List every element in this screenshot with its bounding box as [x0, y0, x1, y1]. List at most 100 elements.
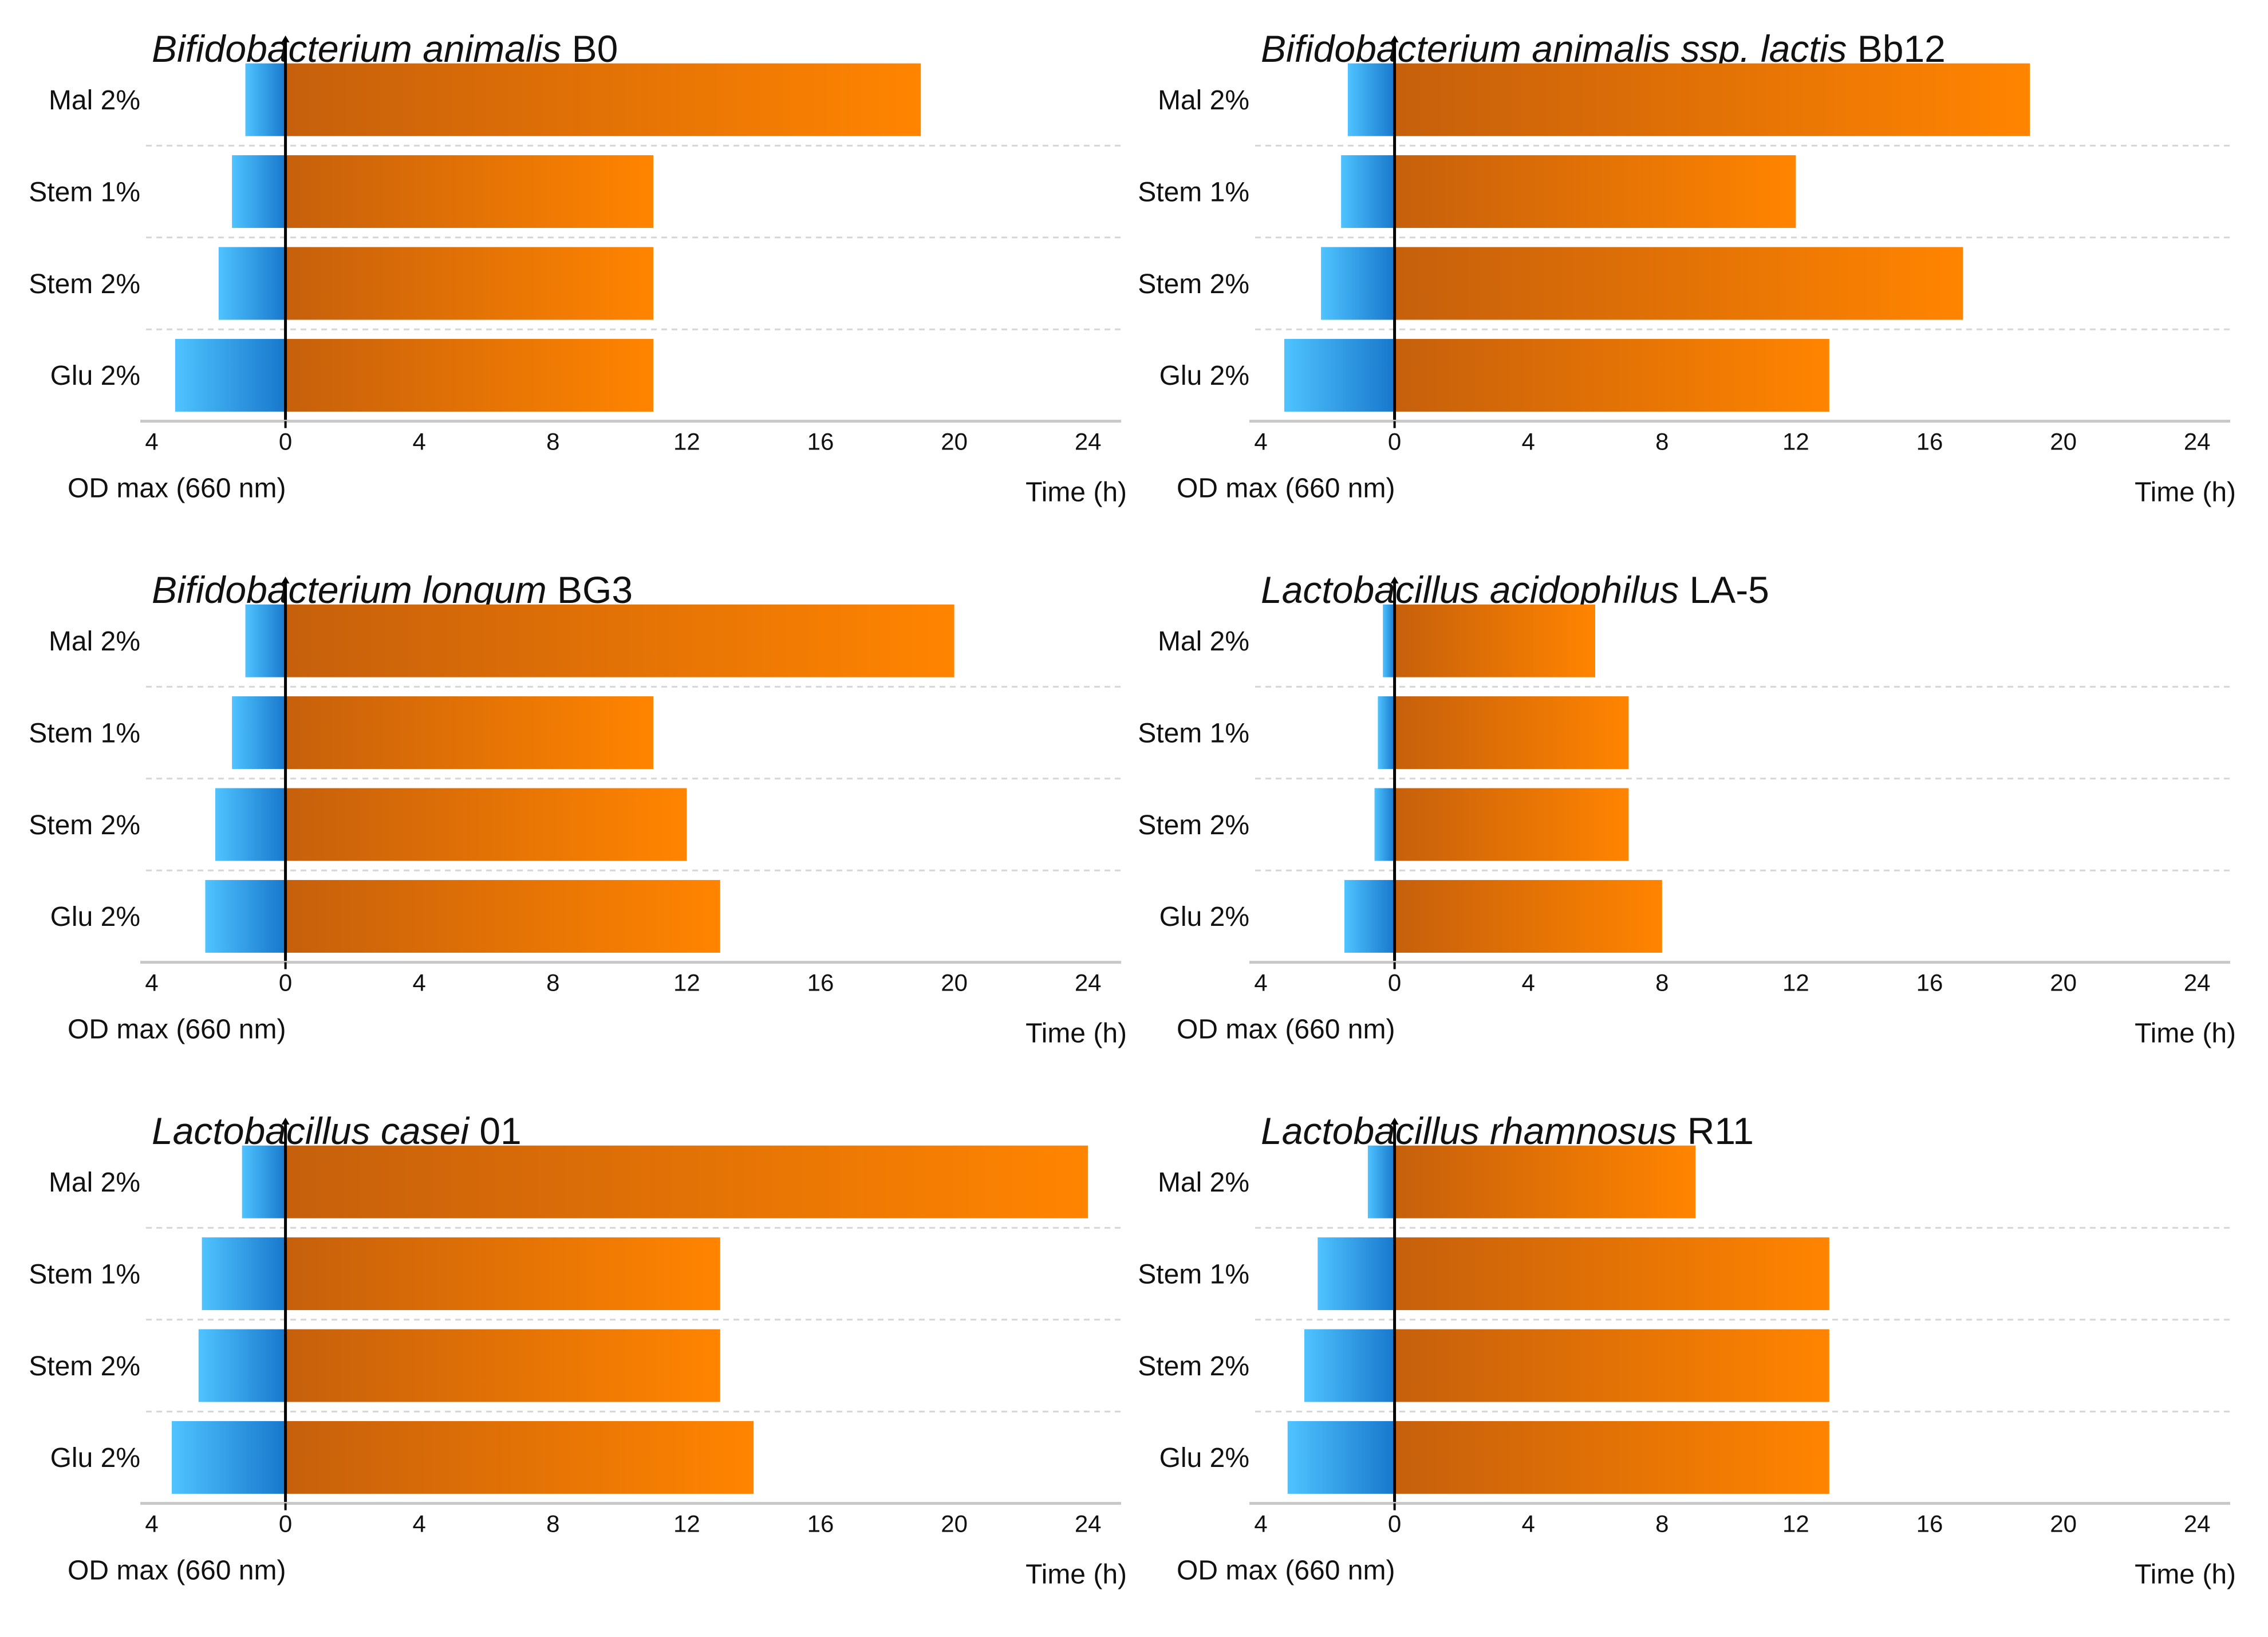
- time-bar: [1394, 879, 1662, 953]
- time-bar: [285, 696, 654, 770]
- od-bar: [1383, 604, 1395, 677]
- od-bar: [232, 696, 286, 770]
- x-tick-label: 16: [807, 969, 834, 996]
- x-tick-label: 4: [145, 1510, 158, 1537]
- category-label: Mal 2%: [1158, 626, 1249, 657]
- x-tick-label: 8: [1655, 428, 1669, 455]
- chart-title: Bifidobacterium longum BG3: [152, 569, 633, 611]
- x-tick-label: 20: [941, 969, 968, 996]
- x-tick-label: 12: [673, 969, 700, 996]
- chart-title: Bifidobacterium animalis ssp. lactis Bb1…: [1261, 27, 1946, 70]
- x-tick-label: 24: [2184, 969, 2211, 996]
- od-bar: [245, 604, 286, 677]
- x-tick-label: 20: [941, 1510, 968, 1537]
- x-tick-label: 0: [279, 428, 292, 455]
- x-tick-label: 16: [1916, 969, 1943, 996]
- x-tick-label: 4: [145, 969, 158, 996]
- x-tick-label: 24: [1075, 428, 1102, 455]
- chart-title-strain: Bb12: [1847, 27, 1945, 70]
- x-tick-label: 24: [2184, 428, 2211, 455]
- chart-title-species: Lactobacillus rhamnosus: [1261, 1110, 1677, 1152]
- x-tick-label: 12: [1782, 1510, 1809, 1537]
- category-label: Stem 2%: [29, 810, 140, 841]
- x-tick-label: 4: [413, 969, 426, 996]
- x-tick-label: 0: [1388, 428, 1401, 455]
- x-axis-label-od: OD max (660 nm): [1177, 1015, 1395, 1045]
- time-bar: [285, 155, 654, 228]
- category-label: Stem 2%: [1138, 810, 1249, 841]
- x-axis-label-time: Time (h): [2135, 478, 2236, 508]
- x-tick-label: 16: [1916, 428, 1943, 455]
- x-tick-label: 12: [1782, 428, 1809, 455]
- category-label: Stem 2%: [29, 1351, 140, 1382]
- time-bar: [285, 1421, 754, 1494]
- od-bar: [205, 879, 286, 953]
- x-tick-label: 8: [546, 1510, 559, 1537]
- od-bar: [215, 788, 286, 861]
- x-tick-label: 24: [1075, 969, 1102, 996]
- od-bar: [232, 155, 286, 228]
- category-label: Mal 2%: [49, 1167, 140, 1198]
- x-axis-label-time: Time (h): [2135, 1560, 2236, 1590]
- category-label: Mal 2%: [49, 85, 140, 116]
- zero-axis-arrow: [1390, 1118, 1399, 1125]
- category-label: Glu 2%: [50, 902, 140, 932]
- category-label: Stem 2%: [1138, 269, 1249, 299]
- x-tick-label: 20: [2050, 428, 2077, 455]
- x-axis-label-time: Time (h): [1025, 1019, 1127, 1049]
- x-axis-label-od: OD max (660 nm): [68, 474, 286, 504]
- chart-panel-2: Bifidobacterium animalis ssp. lactis Bb1…: [1138, 27, 2236, 508]
- x-tick-label: 8: [1655, 1510, 1669, 1537]
- zero-axis-arrow: [281, 577, 290, 583]
- x-axis-label-od: OD max (660 nm): [1177, 1556, 1395, 1586]
- category-label: Glu 2%: [50, 361, 140, 391]
- x-tick-label: 4: [1522, 969, 1535, 996]
- time-bar: [1394, 1237, 1829, 1311]
- time-bar: [285, 788, 687, 861]
- od-bar: [1347, 63, 1395, 136]
- time-bar: [1394, 696, 1629, 770]
- x-axis-label-od: OD max (660 nm): [1177, 474, 1395, 504]
- x-tick-label: 12: [673, 428, 700, 455]
- chart-title: Lactobacillus acidophilus LA-5: [1261, 569, 1769, 611]
- od-bar: [1318, 1237, 1395, 1311]
- x-tick-label: 8: [1655, 969, 1669, 996]
- chart-title-species: Lactobacillus casei: [152, 1110, 470, 1152]
- x-tick-label: 20: [2050, 1510, 2077, 1537]
- x-tick-label: 20: [2050, 969, 2077, 996]
- category-label: Stem 1%: [1138, 1259, 1249, 1289]
- x-tick-label: 24: [2184, 1510, 2211, 1537]
- chart-panel-6: Lactobacillus rhamnosus R11 Mal 2% Stem 1%…: [1138, 1110, 2236, 1590]
- time-bar: [285, 1329, 720, 1402]
- zero-axis-arrow: [281, 35, 290, 42]
- time-bar: [1394, 338, 1829, 412]
- x-tick-label: 0: [1388, 969, 1401, 996]
- category-label: Mal 2%: [49, 626, 140, 657]
- category-label: Stem 1%: [29, 177, 140, 207]
- time-bar: [1394, 1145, 1696, 1218]
- zero-axis-arrow: [281, 1118, 290, 1125]
- chart-panel-1: Bifidobacterium animalis B0 Mal 2% Stem 1%…: [29, 27, 1127, 508]
- x-tick-label: 12: [1782, 969, 1809, 996]
- time-bar: [1394, 247, 1963, 320]
- x-tick-label: 16: [807, 1510, 834, 1537]
- x-tick-label: 4: [1254, 969, 1267, 996]
- chart-title-species: Bifidobacterium animalis ssp. lactis: [1261, 27, 1847, 70]
- category-label: Glu 2%: [50, 1443, 140, 1473]
- category-label: Glu 2%: [1159, 361, 1249, 391]
- zero-axis-arrow: [1390, 35, 1399, 42]
- time-bar: [285, 1237, 720, 1311]
- x-tick-label: 20: [941, 428, 968, 455]
- od-bar: [1367, 1145, 1395, 1218]
- time-bar: [285, 604, 954, 677]
- category-label: Stem 1%: [1138, 177, 1249, 207]
- chart-title-strain: 01: [469, 1110, 522, 1152]
- x-tick-label: 4: [1522, 1510, 1535, 1537]
- x-tick-label: 4: [1254, 428, 1267, 455]
- od-bar: [1344, 879, 1395, 953]
- time-bar: [1394, 63, 2030, 136]
- chart-title-species: Bifidobacterium longum: [152, 569, 547, 611]
- od-bar: [1341, 155, 1395, 228]
- x-tick-label: 4: [1522, 428, 1535, 455]
